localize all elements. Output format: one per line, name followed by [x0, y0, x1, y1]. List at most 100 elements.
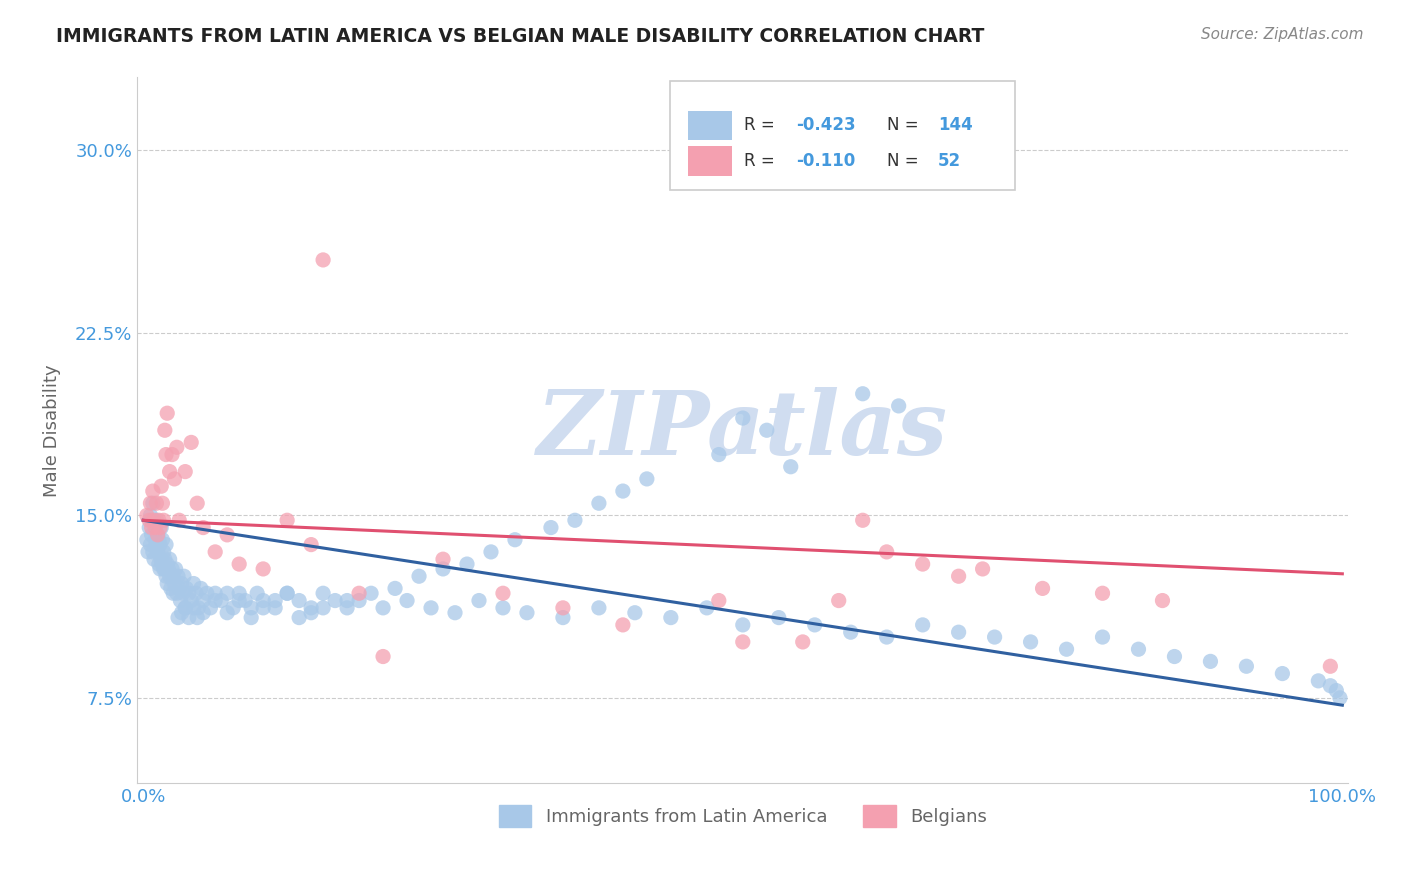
Point: [1019, 635, 1042, 649]
Point: [228, 586, 250, 600]
Point: [336, 593, 359, 607]
Point: [152, 545, 174, 559]
Point: [492, 586, 515, 600]
Point: [564, 513, 586, 527]
Point: [193, 606, 215, 620]
Y-axis label: Male Disability: Male Disability: [44, 364, 60, 497]
Point: [839, 625, 862, 640]
Point: [157, 562, 180, 576]
Point: [696, 600, 718, 615]
Point: [222, 600, 245, 615]
Point: [143, 520, 166, 534]
Point: [167, 569, 190, 583]
FancyBboxPatch shape: [689, 111, 733, 140]
Point: [200, 600, 222, 615]
Point: [162, 569, 184, 583]
Point: [165, 562, 187, 576]
Point: [233, 593, 256, 607]
Point: [276, 586, 298, 600]
Point: [153, 423, 176, 437]
Point: [155, 448, 177, 462]
Point: [217, 528, 239, 542]
Text: ZIPatlas: ZIPatlas: [537, 387, 948, 474]
Point: [143, 520, 166, 534]
Point: [299, 600, 322, 615]
Point: [432, 552, 454, 566]
Point: [138, 513, 160, 527]
Text: N =: N =: [887, 153, 924, 170]
Point: [371, 600, 394, 615]
Point: [264, 593, 287, 607]
Point: [195, 586, 218, 600]
Point: [360, 586, 382, 600]
Point: [177, 610, 200, 624]
Point: [135, 508, 157, 523]
Point: [432, 562, 454, 576]
Text: R =: R =: [744, 117, 780, 135]
Point: [142, 545, 165, 559]
Point: [792, 635, 814, 649]
Point: [1234, 659, 1257, 673]
Point: [176, 582, 198, 596]
Point: [252, 593, 274, 607]
Point: [636, 472, 658, 486]
Point: [299, 606, 322, 620]
Point: [624, 606, 647, 620]
Point: [1128, 642, 1150, 657]
Point: [155, 569, 177, 583]
Point: [150, 520, 173, 534]
Point: [186, 610, 208, 624]
Point: [768, 610, 790, 624]
Point: [1329, 690, 1351, 705]
Point: [187, 600, 209, 615]
FancyBboxPatch shape: [671, 81, 1015, 190]
Point: [174, 600, 197, 615]
Point: [159, 552, 181, 566]
Point: [177, 586, 200, 600]
Point: [551, 600, 574, 615]
Point: [152, 557, 174, 571]
Point: [1091, 586, 1114, 600]
Point: [139, 538, 162, 552]
Point: [142, 484, 165, 499]
Point: [408, 569, 430, 583]
Point: [167, 610, 190, 624]
Point: [240, 610, 263, 624]
Point: [983, 630, 1005, 644]
Point: [347, 593, 370, 607]
Point: [755, 423, 778, 437]
Point: [948, 625, 970, 640]
Point: [149, 538, 172, 552]
Point: [456, 557, 478, 571]
Point: [146, 528, 169, 542]
Point: [163, 472, 186, 486]
Point: [170, 606, 193, 620]
Point: [1091, 630, 1114, 644]
Point: [146, 545, 169, 559]
Point: [312, 600, 335, 615]
Point: [246, 586, 269, 600]
Point: [174, 465, 197, 479]
Point: [612, 484, 634, 499]
Point: [588, 496, 610, 510]
Point: [228, 593, 250, 607]
Point: [186, 496, 208, 510]
Point: [167, 582, 190, 596]
Point: [156, 557, 179, 571]
FancyBboxPatch shape: [689, 146, 733, 176]
Point: [887, 399, 910, 413]
Point: [149, 520, 172, 534]
Point: [141, 513, 163, 527]
Point: [204, 545, 226, 559]
Point: [252, 562, 274, 576]
Point: [193, 593, 215, 607]
Point: [180, 593, 202, 607]
Point: [1032, 582, 1054, 596]
Point: [1199, 654, 1222, 668]
Text: R =: R =: [744, 153, 780, 170]
Point: [145, 513, 167, 527]
Point: [312, 252, 335, 267]
Point: [948, 569, 970, 583]
Point: [347, 586, 370, 600]
Point: [707, 593, 730, 607]
